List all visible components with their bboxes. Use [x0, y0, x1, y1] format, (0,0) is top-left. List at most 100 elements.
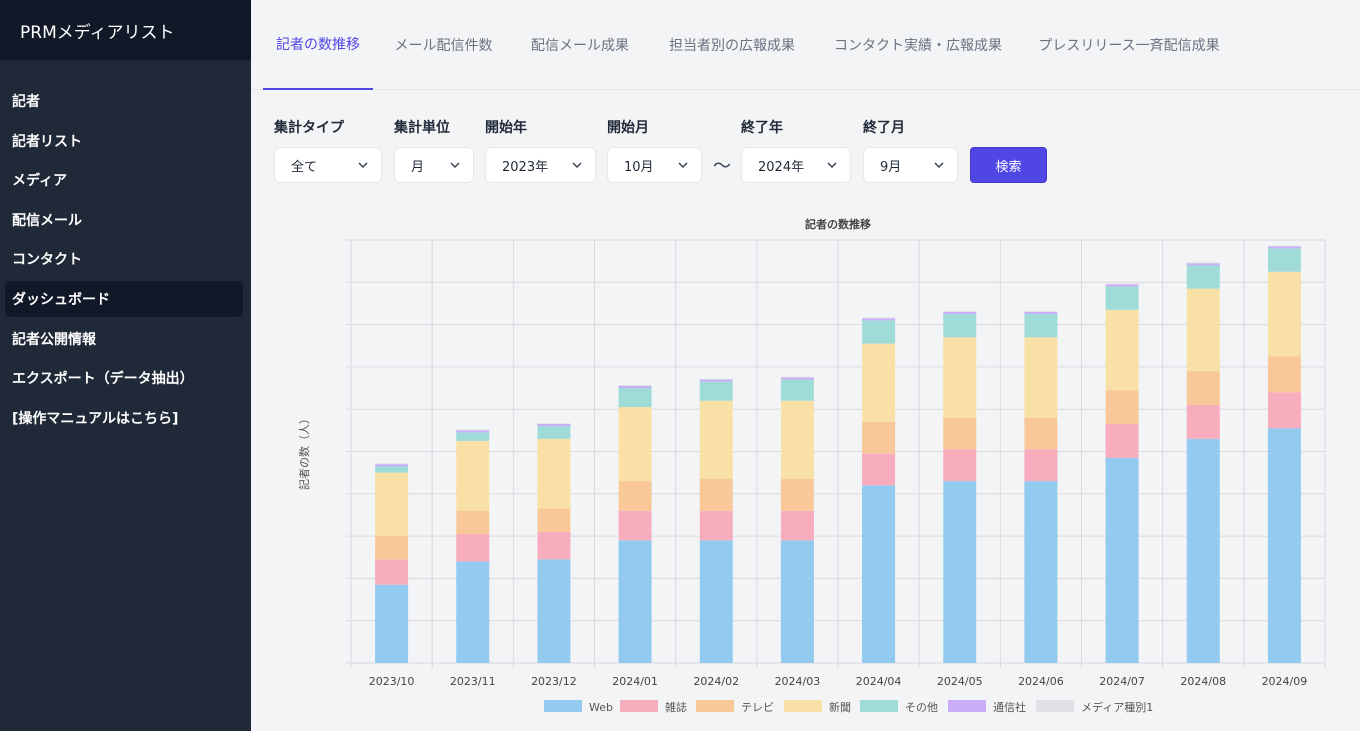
sidebar: PRMメディアリスト 記者記者リストメディア配信メールコンタクトダッシュボード記… — [0, 0, 251, 731]
unit-select[interactable]: 月 — [394, 147, 474, 183]
bar-segment — [780, 478, 814, 511]
bar-segment — [780, 540, 814, 663]
bar-segment — [943, 311, 977, 315]
bar-segment — [618, 385, 652, 386]
sidebar-item-media[interactable]: メディア — [12, 173, 68, 190]
tab-3[interactable]: 配信メール成果 — [531, 38, 629, 54]
bar-segment — [1267, 245, 1301, 247]
bar-segment — [862, 318, 896, 321]
sidebar-item-journalist-list[interactable]: 記者リスト — [12, 133, 82, 150]
tab-2[interactable]: メール配信件数 — [394, 38, 493, 54]
search-button[interactable]: 検索 — [970, 147, 1047, 183]
bar-segment — [456, 429, 490, 431]
bar-segment — [1024, 337, 1058, 418]
bar-segment — [1186, 265, 1220, 289]
bar-segment — [1267, 356, 1301, 393]
bar-segment — [862, 485, 896, 663]
sidebar-item-public-info[interactable]: 記者公開情報 — [12, 331, 96, 348]
legend-label[interactable]: 通信社 — [993, 700, 1026, 714]
bar-segment — [1024, 311, 1058, 315]
end-year-value: 2024年 — [758, 159, 805, 175]
tab-1[interactable]: 記者の数推移 — [263, 0, 373, 90]
bar-segment — [862, 343, 896, 422]
chevron-down-icon — [934, 162, 944, 169]
bar-segment — [618, 510, 652, 541]
bar-segment — [943, 481, 977, 663]
range-separator: 〜 — [713, 156, 731, 177]
bar-segment — [1105, 286, 1139, 310]
tab-4[interactable]: 担当者別の広報成果 — [669, 38, 795, 54]
start-year-select[interactable]: 2023年 — [485, 147, 596, 183]
x-tick-label: 2024/04 — [856, 675, 902, 688]
sidebar-item-mail[interactable]: 配信メール — [12, 212, 82, 229]
legend-swatch — [696, 700, 734, 712]
x-tick-label: 2024/03 — [775, 675, 821, 688]
bar-segment — [699, 378, 733, 380]
bar-segment — [699, 478, 733, 511]
bar-segment — [1186, 263, 1220, 266]
chevron-down-icon — [572, 162, 582, 169]
bar-segment — [780, 377, 814, 380]
bar-segment — [537, 423, 571, 425]
x-tick-label: 2024/01 — [612, 675, 658, 688]
chevron-down-icon — [678, 162, 688, 169]
bar-segment — [1024, 481, 1058, 663]
legend-swatch — [544, 700, 582, 712]
bar-segment — [618, 407, 652, 482]
app-title: PRMメディアリスト — [0, 0, 251, 60]
bar-segment — [943, 417, 977, 450]
sidebar-item-export[interactable]: エクスポート（データ抽出） — [12, 371, 194, 388]
bar-segment — [375, 464, 409, 467]
bar-segment — [1105, 309, 1139, 391]
bar-segment — [1186, 288, 1220, 372]
bar-segment — [780, 379, 814, 401]
legend-label[interactable]: メディア種別1 — [1081, 700, 1153, 714]
legend-label[interactable]: 新聞 — [829, 700, 851, 714]
legend-label[interactable]: その他 — [905, 701, 938, 714]
x-tick-label: 2024/02 — [693, 675, 739, 688]
chevron-down-icon — [450, 162, 460, 169]
sidebar-item-manual[interactable]: [操作マニュアルはこちら] — [12, 410, 179, 427]
bar-segment — [1186, 262, 1220, 264]
bar-segment — [456, 432, 490, 441]
bar-segment — [375, 536, 409, 560]
tab-5[interactable]: コンタクト実績・広報成果 — [834, 38, 1002, 54]
bar-segment — [699, 540, 733, 663]
x-tick-label: 2024/06 — [1018, 675, 1064, 688]
bar-segment — [1024, 417, 1058, 450]
bar-segment — [1267, 392, 1301, 429]
aggregate-type-select[interactable]: 全て — [274, 147, 382, 183]
bar-segment — [1105, 283, 1139, 285]
bar-segment — [1186, 371, 1220, 405]
bar-segment — [699, 379, 733, 382]
start-month-select[interactable]: 10月 — [607, 147, 702, 183]
bar-segment — [375, 584, 409, 663]
legend-label[interactable]: 雑誌 — [665, 700, 687, 714]
legend-label[interactable]: テレビ — [741, 701, 774, 714]
tab-6[interactable]: プレスリリース一斉配信成果 — [1038, 38, 1220, 54]
bar-segment — [1267, 428, 1301, 663]
end-year-label: 終了年 — [741, 120, 783, 136]
bar-segment — [375, 472, 409, 537]
bar-segment — [456, 533, 490, 562]
legend-label[interactable]: Web — [589, 701, 613, 714]
end-month-select[interactable]: 9月 — [863, 147, 958, 183]
bar-segment — [699, 400, 733, 479]
end-year-select[interactable]: 2024年 — [741, 147, 851, 183]
main-content: 記者の数推移 メール配信件数 配信メール成果 担当者別の広報成果 コンタクト実績・広報成… — [251, 0, 1360, 731]
bar-segment — [943, 449, 977, 482]
sidebar-item-journalists[interactable]: 記者 — [12, 94, 40, 110]
bar-segment — [1105, 390, 1139, 425]
sidebar-item-dashboard[interactable]: ダッシュボード — [5, 280, 243, 317]
start-year-value: 2023年 — [502, 159, 549, 175]
bar-segment — [1105, 457, 1139, 663]
bar-segment — [537, 531, 571, 560]
bar-segment — [456, 440, 490, 511]
start-month-value: 10月 — [624, 159, 654, 175]
bar-segment — [1105, 284, 1139, 287]
legend-swatch — [620, 700, 658, 712]
x-tick-label: 2024/05 — [937, 675, 983, 688]
sidebar-item-contact[interactable]: コンタクト — [12, 252, 82, 269]
tab-bar: 記者の数推移 メール配信件数 配信メール成果 担当者別の広報成果 コンタクト実績・広報成… — [251, 0, 1360, 90]
